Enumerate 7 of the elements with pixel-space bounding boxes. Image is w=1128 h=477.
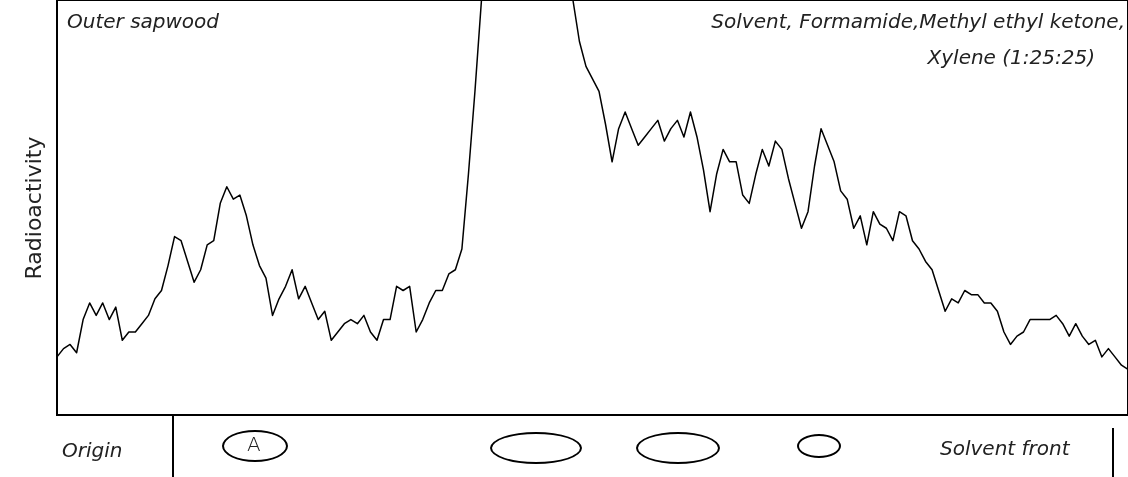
y-axis-title: Radioactivity — [20, 136, 46, 280]
annotation: Xylene (1:25:25) — [926, 45, 1095, 69]
text: Solvent front — [940, 436, 1070, 460]
text: A — [247, 432, 261, 456]
annotation: Outer sapwood — [67, 9, 220, 33]
text: Origin — [62, 438, 123, 462]
annotation: Solvent, Formamide,Methyl ethyl ketone, — [711, 9, 1125, 33]
